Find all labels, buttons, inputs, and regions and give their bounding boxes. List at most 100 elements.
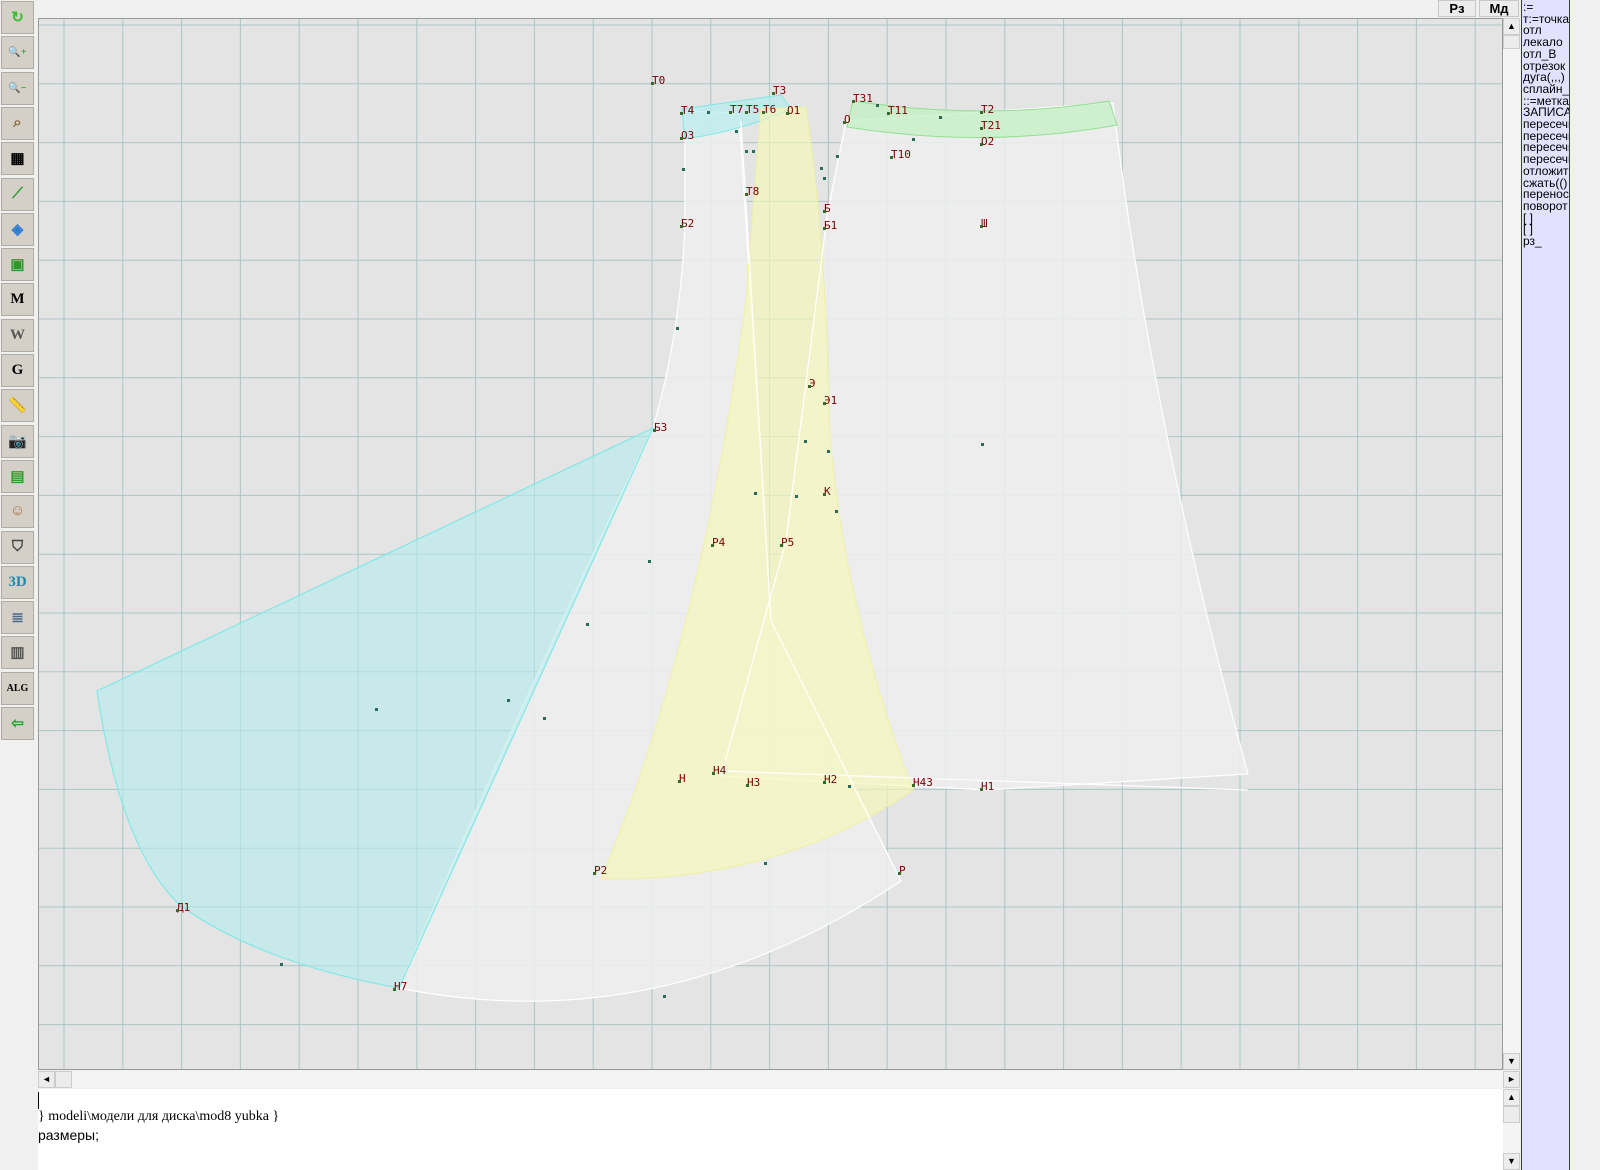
point-label: Б2 [681, 217, 694, 230]
command-item[interactable]: отл [1523, 23, 1542, 38]
command-item[interactable]: сжать(() [1523, 175, 1568, 190]
command-item[interactable]: [ ] [1523, 210, 1534, 225]
text-cursor [38, 1092, 39, 1109]
command-item[interactable]: пересечь [1523, 117, 1570, 132]
scroll-left-button[interactable]: ◄ [38, 1071, 55, 1088]
point-marker [980, 788, 983, 791]
point-marker [745, 193, 748, 196]
face-photo-tool[interactable]: ☺ [1, 495, 34, 529]
command-item[interactable]: т:=точка [1523, 11, 1570, 26]
point-label: О3 [681, 129, 694, 142]
command-item[interactable]: пересечь [1523, 152, 1570, 167]
grid-tool[interactable]: ▦ [1, 142, 34, 176]
exit-icon: ⇦ [11, 716, 24, 732]
point-marker [843, 121, 846, 124]
construction-point [835, 510, 838, 513]
pattern-g-tool[interactable]: G [1, 354, 34, 387]
command-item[interactable]: := [1523, 0, 1534, 14]
point-label: Н43 [913, 776, 933, 789]
vertical-scrollbar[interactable]: ▲ ▼ [1503, 18, 1520, 1070]
alg-tool[interactable]: ALG [1, 671, 34, 705]
point-marker [680, 225, 683, 228]
point-label: Т3 [773, 84, 786, 97]
scroll-right-button[interactable]: ► [1503, 1071, 1520, 1088]
command-list-panel: := т:=точка отл лекало отл_В отрезок дуга(,,,)… [1521, 0, 1570, 1170]
3d-tool[interactable]: 3D [1, 565, 34, 599]
zoom-pattern-tool[interactable]: ⌕ [1, 106, 34, 140]
books-icon: ▥ [10, 645, 25, 662]
point-marker [823, 402, 826, 405]
text-list-icon: ≣ [11, 610, 24, 627]
scroll-up-button[interactable]: ▲ [1503, 18, 1520, 35]
command-item[interactable]: отложить [1523, 163, 1570, 178]
construction-point [682, 168, 685, 171]
command-item[interactable]: пересечь [1523, 128, 1570, 143]
zoom-in-tool[interactable]: 🔍+ [1, 36, 34, 70]
point-marker [852, 100, 855, 103]
rz-button[interactable]: Рз [1438, 0, 1476, 17]
point-label: Р [899, 864, 906, 877]
jacket-tool[interactable]: ⛉ [1, 530, 34, 564]
point-marker [890, 156, 893, 159]
text-list-tool[interactable]: ≣ [1, 601, 34, 635]
command-item[interactable]: рз_ [1523, 234, 1542, 249]
command-item[interactable]: поворот [1523, 198, 1568, 213]
pattern-icon: ▣ [10, 257, 25, 274]
console-scrollbar[interactable]: ▲ ▼ [1503, 1089, 1520, 1170]
command-item[interactable]: отл_В [1523, 46, 1557, 61]
scroll-thumb[interactable] [1503, 35, 1520, 49]
exit-tool[interactable]: ⇦ [1, 707, 34, 740]
console-scroll-down[interactable]: ▼ [1503, 1153, 1520, 1170]
command-item[interactable]: ЗАПИСАТЬ [1523, 105, 1570, 120]
md-button[interactable]: Мд [1479, 0, 1519, 17]
command-item[interactable]: пересечь [1523, 140, 1570, 155]
command-item[interactable]: отрезок [1523, 58, 1566, 73]
horizontal-scrollbar[interactable]: ◄ ► [38, 1071, 1520, 1088]
command-item[interactable]: лекало [1523, 35, 1563, 50]
ruler-tool[interactable]: 📏 [1, 389, 34, 423]
construction-point [507, 699, 510, 702]
point-marker [651, 82, 654, 85]
zoom-out-tool[interactable]: 🔍− [1, 71, 34, 105]
command-item[interactable]: сплайн_ [1523, 81, 1570, 96]
console-scroll-up[interactable]: ▲ [1503, 1089, 1520, 1106]
refresh-tool[interactable]: ↻ [1, 1, 34, 34]
spreadsheet-tool[interactable]: ▤ [1, 459, 34, 493]
command-item[interactable]: перенос [1523, 187, 1569, 202]
point-marker [823, 210, 826, 213]
command-item[interactable]: ::=метка [1523, 93, 1569, 108]
map-tool[interactable]: ◈ [1, 212, 34, 246]
drawing-canvas[interactable]: Т0 Т3 Т4 Т7 Т5 Т6 О1 О Т31 Т11 Т2 Т21 О2 О3 Т10 Т8 Б2 Б Б1… [38, 18, 1503, 1070]
command-item[interactable]: дуга(,,,) [1523, 70, 1565, 85]
point-marker [980, 127, 983, 130]
compass-icon: W [10, 326, 25, 343]
books-tool[interactable]: ▥ [1, 636, 34, 670]
construction-point [823, 177, 826, 180]
construction-point [912, 138, 915, 141]
script-console[interactable]: } modeli\модели для диска\mod8 yubka } р… [38, 1089, 1503, 1170]
seam-line [720, 120, 847, 777]
map-icon: ◈ [11, 221, 24, 238]
point-label: О2 [981, 135, 994, 148]
camera-tool[interactable]: 📷 [1, 424, 34, 458]
console-scroll-thumb[interactable] [1503, 1106, 1520, 1123]
construction-point [735, 130, 738, 133]
point-label: Т7 [730, 103, 743, 116]
point-label: Т21 [981, 119, 1001, 132]
point-marker [762, 111, 765, 114]
compass-tool[interactable]: W [1, 318, 34, 352]
pattern-m-tool[interactable]: M [1, 283, 34, 317]
point-marker [711, 544, 714, 547]
alg-icon: ALG [6, 682, 29, 694]
point-label: Э1 [824, 394, 837, 407]
h-scroll-thumb[interactable] [55, 1071, 72, 1088]
point-marker [898, 872, 901, 875]
point-label: Т10 [891, 148, 911, 161]
line-segment-tool[interactable]: ⟋ [1, 177, 34, 211]
pattern-tool[interactable]: ▣ [1, 248, 34, 282]
scroll-down-button[interactable]: ▼ [1503, 1053, 1520, 1070]
point-label: О [844, 113, 851, 126]
construction-point [280, 963, 283, 966]
command-item[interactable]: [ ] [1523, 222, 1534, 237]
